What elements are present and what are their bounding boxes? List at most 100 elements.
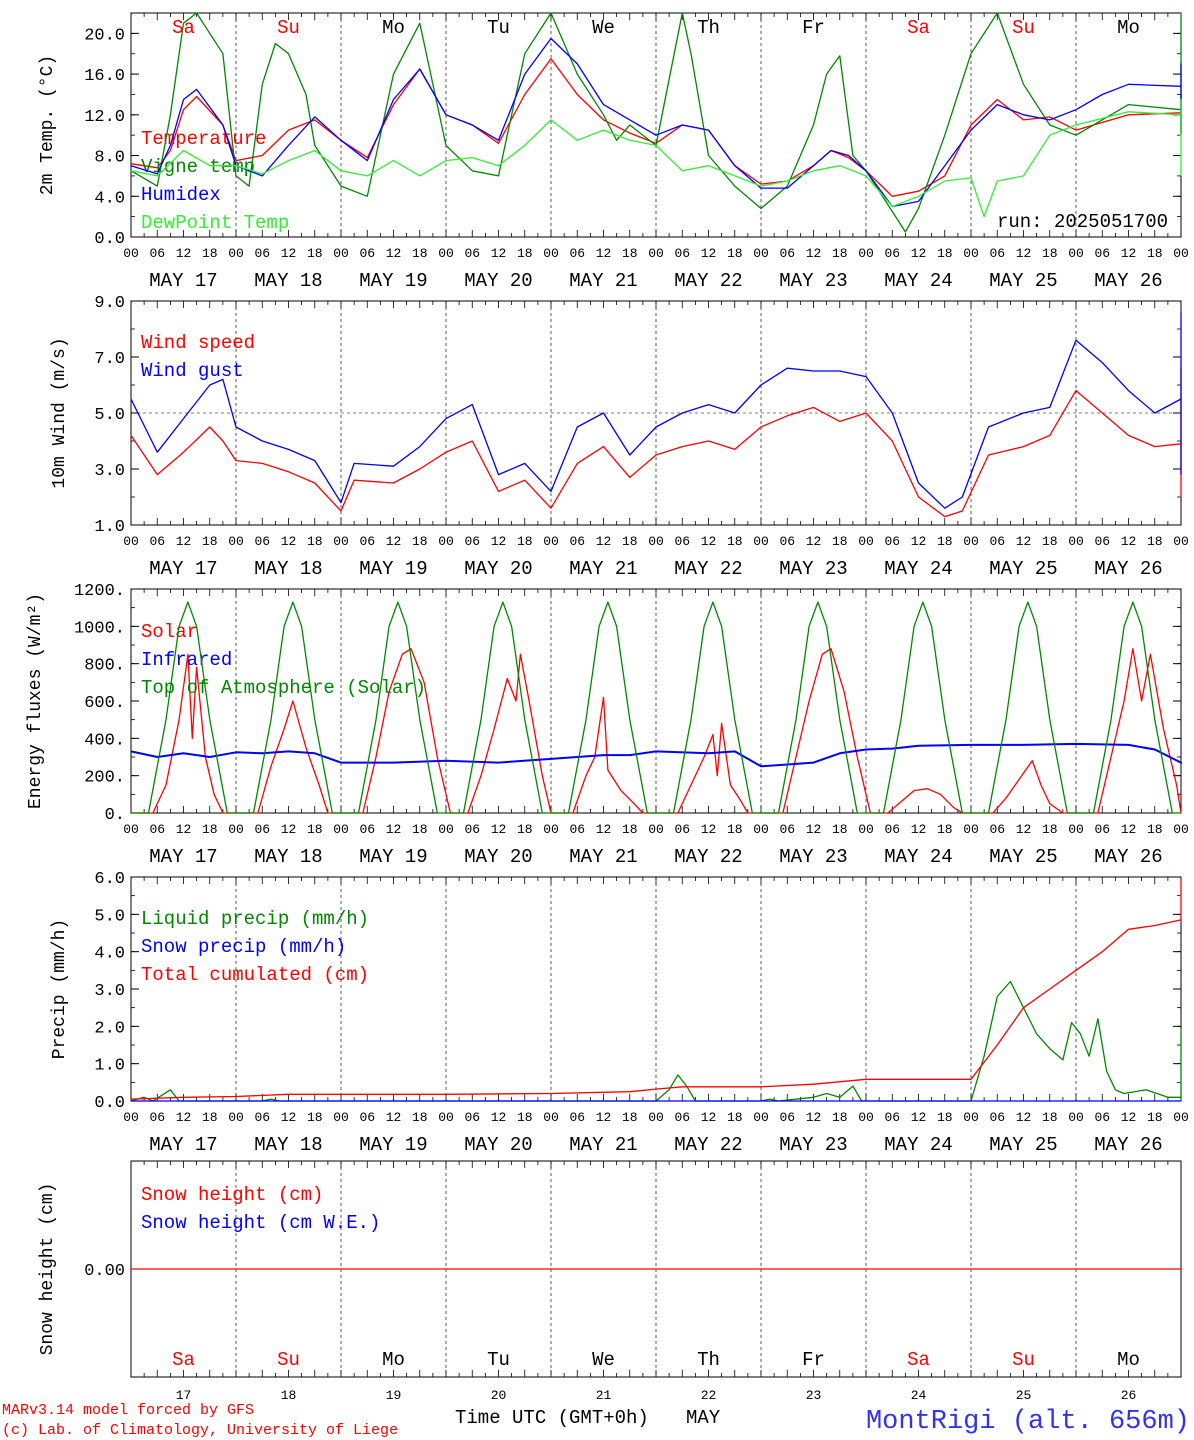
date-label: MAY 20 (464, 558, 532, 580)
hour-tick-label: 12 (1121, 1110, 1137, 1125)
day-number-label: 25 (1016, 1388, 1032, 1403)
hour-tick-label: 18 (307, 246, 323, 261)
hour-tick-label: 18 (517, 1110, 533, 1125)
hour-tick-label: 18 (412, 534, 428, 549)
day-number-label: 23 (806, 1388, 822, 1403)
weekday-label: Sa (907, 1349, 930, 1371)
hour-tick-label: 06 (569, 534, 585, 549)
hour-tick-label: 00 (648, 534, 664, 549)
hour-tick-label: 06 (569, 822, 585, 837)
series-line-vigne-temp (130, 12, 1182, 233)
hour-tick-label: 12 (1016, 246, 1032, 261)
weekday-label: Su (1012, 1349, 1035, 1371)
x-axis-title: Time UTC (GMT+0h) (455, 1407, 649, 1429)
date-label: MAY 26 (1094, 270, 1162, 292)
hour-tick-label: 12 (491, 246, 507, 261)
hour-tick-label: 00 (963, 246, 979, 261)
hour-tick-label: 12 (176, 534, 192, 549)
date-label: MAY 26 (1094, 1134, 1162, 1156)
y-tick-label: 4.0 (94, 945, 125, 964)
hour-tick-label: 06 (464, 822, 480, 837)
hour-tick-label: 12 (701, 822, 717, 837)
hour-tick-label: 00 (438, 534, 454, 549)
date-label: MAY 20 (464, 270, 532, 292)
x-axis-month: MAY (686, 1407, 721, 1429)
weekday-label: Fr (802, 1349, 825, 1371)
hour-tick-label: 18 (1147, 534, 1163, 549)
weekday-label: Th (697, 17, 720, 39)
weekday-label: Su (1012, 17, 1035, 39)
date-label: MAY 25 (989, 558, 1057, 580)
weekday-label: We (592, 1349, 615, 1371)
hour-tick-label: 00 (333, 246, 349, 261)
hour-tick-label: 00 (123, 1110, 139, 1125)
hour-tick-label: 12 (701, 246, 717, 261)
hour-tick-label: 06 (464, 246, 480, 261)
day-number-label: 20 (491, 1388, 507, 1403)
hour-tick-label: 18 (1042, 534, 1058, 549)
hour-tick-label: 12 (176, 246, 192, 261)
hour-tick-label: 12 (1016, 822, 1032, 837)
hour-tick-label: 00 (228, 246, 244, 261)
hour-tick-label: 18 (622, 534, 638, 549)
hour-tick-label: 12 (176, 822, 192, 837)
hour-tick-label: 00 (1068, 1110, 1084, 1125)
series-line-top-of-atmosphere-solar (131, 601, 1181, 814)
hour-tick-label: 18 (1147, 822, 1163, 837)
legend-entry: Snow precip (mm/h) (141, 936, 346, 958)
hour-tick-label: 18 (1042, 246, 1058, 261)
hour-tick-label: 00 (1068, 822, 1084, 837)
y-tick-label: 6.0 (94, 870, 125, 889)
hour-tick-label: 18 (1147, 246, 1163, 261)
y-tick-label: 0.0 (94, 1094, 125, 1113)
date-label: MAY 17 (149, 558, 217, 580)
hour-tick-label: 18 (412, 822, 428, 837)
hour-tick-label: 18 (517, 822, 533, 837)
credit-line-2: (c) Lab. of Climatology, University of L… (2, 1422, 398, 1439)
y-tick-label: 3.0 (94, 462, 125, 481)
hour-tick-label: 00 (123, 534, 139, 549)
y-tick-label: 1000. (74, 619, 125, 638)
date-label: MAY 18 (254, 558, 322, 580)
panel-5: 0.00 Snow height (cm) Snow height (cm) Snow… (38, 1160, 1182, 1403)
date-label: MAY 20 (464, 1134, 532, 1156)
hour-tick-label: 12 (911, 246, 927, 261)
date-label: MAY 26 (1094, 846, 1162, 868)
y-tick-label: 9.0 (94, 294, 125, 313)
date-label: MAY 25 (989, 1134, 1057, 1156)
hour-tick-label: 00 (228, 822, 244, 837)
date-label: MAY 23 (779, 1134, 847, 1156)
y-tick-label: 20.0 (84, 26, 125, 45)
hour-tick-label: 12 (281, 1110, 297, 1125)
hour-tick-label: 12 (596, 1110, 612, 1125)
hour-tick-label: 12 (806, 246, 822, 261)
hour-tick-label: 06 (359, 534, 375, 549)
hour-tick-label: 00 (1173, 822, 1189, 837)
hour-tick-label: 00 (1068, 246, 1084, 261)
y-tick-label: 3.0 (94, 982, 125, 1001)
hour-tick-label: 06 (884, 1110, 900, 1125)
hour-tick-label: 06 (149, 822, 165, 837)
date-label: MAY 22 (674, 558, 742, 580)
y-tick-label: 2.0 (94, 1019, 125, 1038)
hour-tick-label: 12 (911, 1110, 927, 1125)
hour-tick-label: 18 (937, 534, 953, 549)
date-label: MAY 21 (569, 1134, 637, 1156)
hour-tick-label: 06 (674, 534, 690, 549)
hour-tick-label: 06 (149, 534, 165, 549)
station-label: MontRigi (alt. 656m) (866, 1407, 1190, 1437)
hour-tick-label: 12 (386, 1110, 402, 1125)
weekday-label: Mo (1117, 17, 1140, 39)
date-label: MAY 24 (884, 270, 952, 292)
hour-tick-label: 06 (1094, 822, 1110, 837)
y-tick-label: 5.0 (94, 406, 125, 425)
date-label: MAY 26 (1094, 558, 1162, 580)
hour-tick-label: 00 (123, 822, 139, 837)
date-label: MAY 21 (569, 270, 637, 292)
hour-tick-label: 18 (832, 1110, 848, 1125)
hour-tick-label: 12 (596, 534, 612, 549)
hour-tick-label: 12 (281, 534, 297, 549)
weekday-label: Mo (382, 17, 405, 39)
legend-entry: Liquid precip (mm/h) (141, 908, 369, 930)
hour-tick-label: 06 (1094, 1110, 1110, 1125)
